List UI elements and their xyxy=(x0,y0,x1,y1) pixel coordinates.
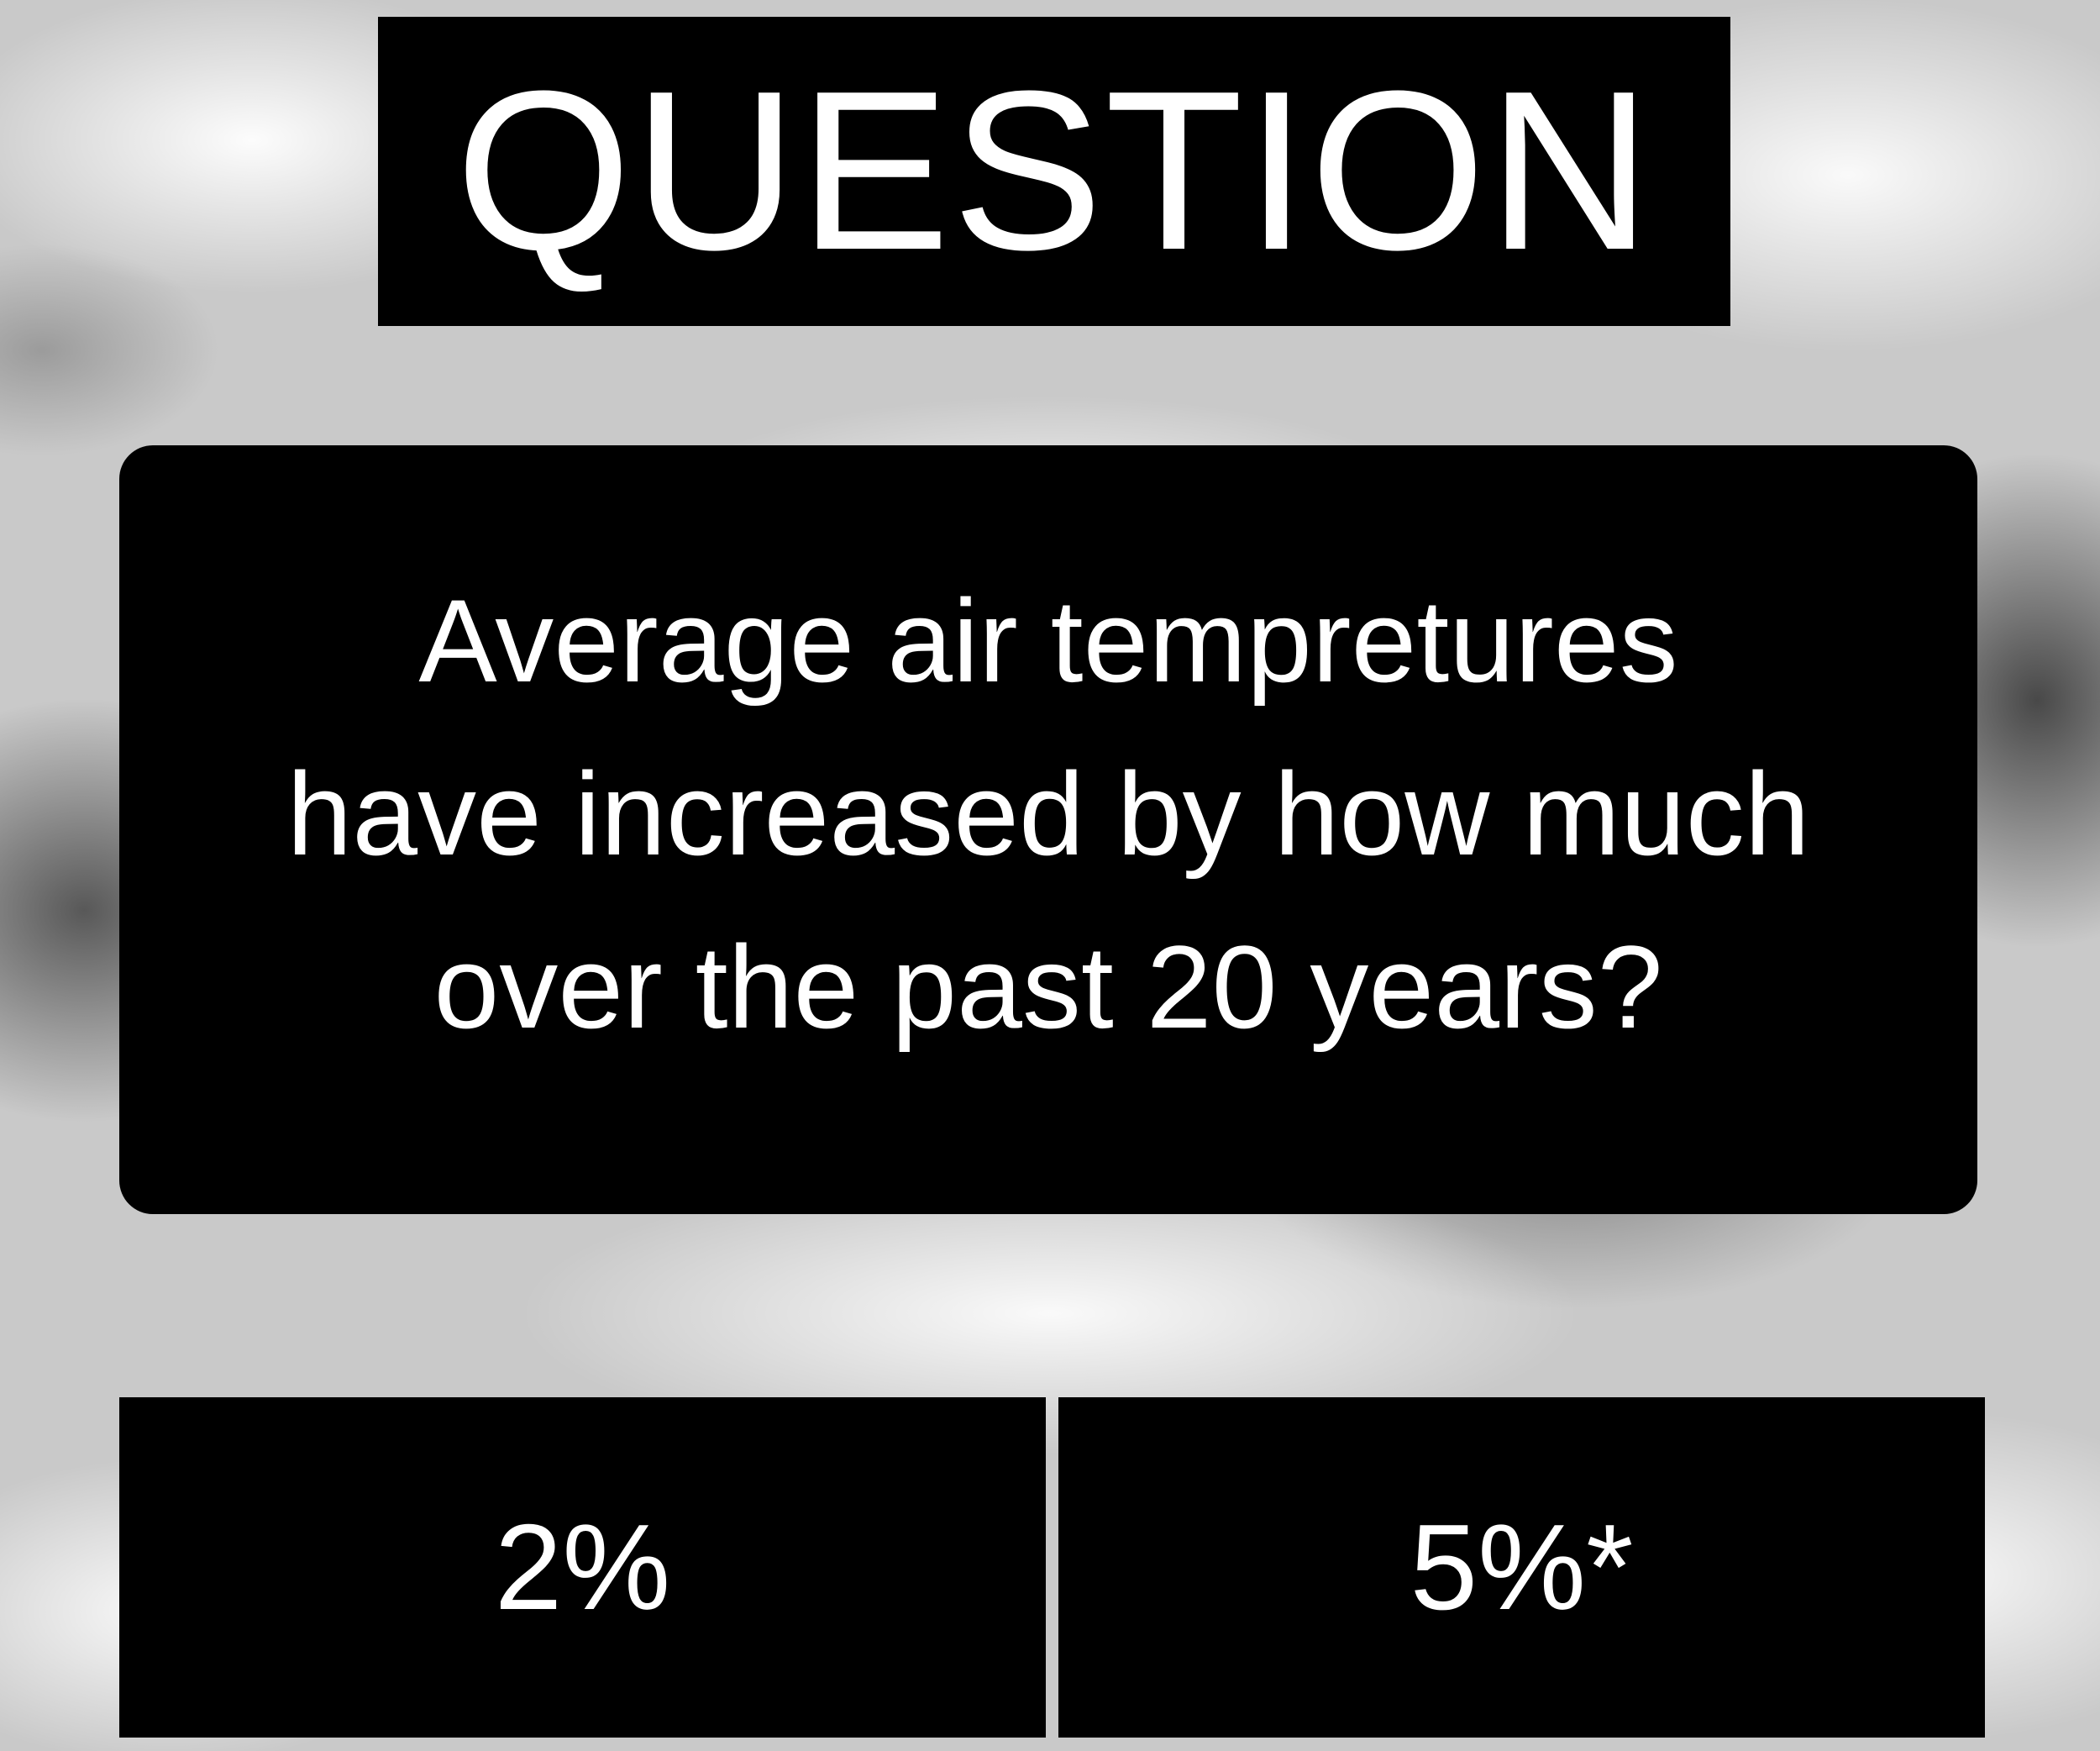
answer-option-b[interactable]: 5%* xyxy=(1058,1397,1985,1738)
question-text-line-2: have increased by how much xyxy=(286,748,1810,880)
answer-option-a[interactable]: 2% xyxy=(119,1397,1046,1738)
question-text-line-1: Average air tempretures xyxy=(418,575,1678,707)
question-text-line-3: over the past 20 years? xyxy=(433,921,1663,1053)
answer-option-b-label: 5%* xyxy=(1410,1499,1634,1635)
question-card: Average air tempretures have increased b… xyxy=(119,445,1977,1214)
page-title: QUESTION xyxy=(454,45,1654,297)
title-banner: QUESTION xyxy=(378,17,1730,326)
answer-option-a-label: 2% xyxy=(494,1499,671,1635)
